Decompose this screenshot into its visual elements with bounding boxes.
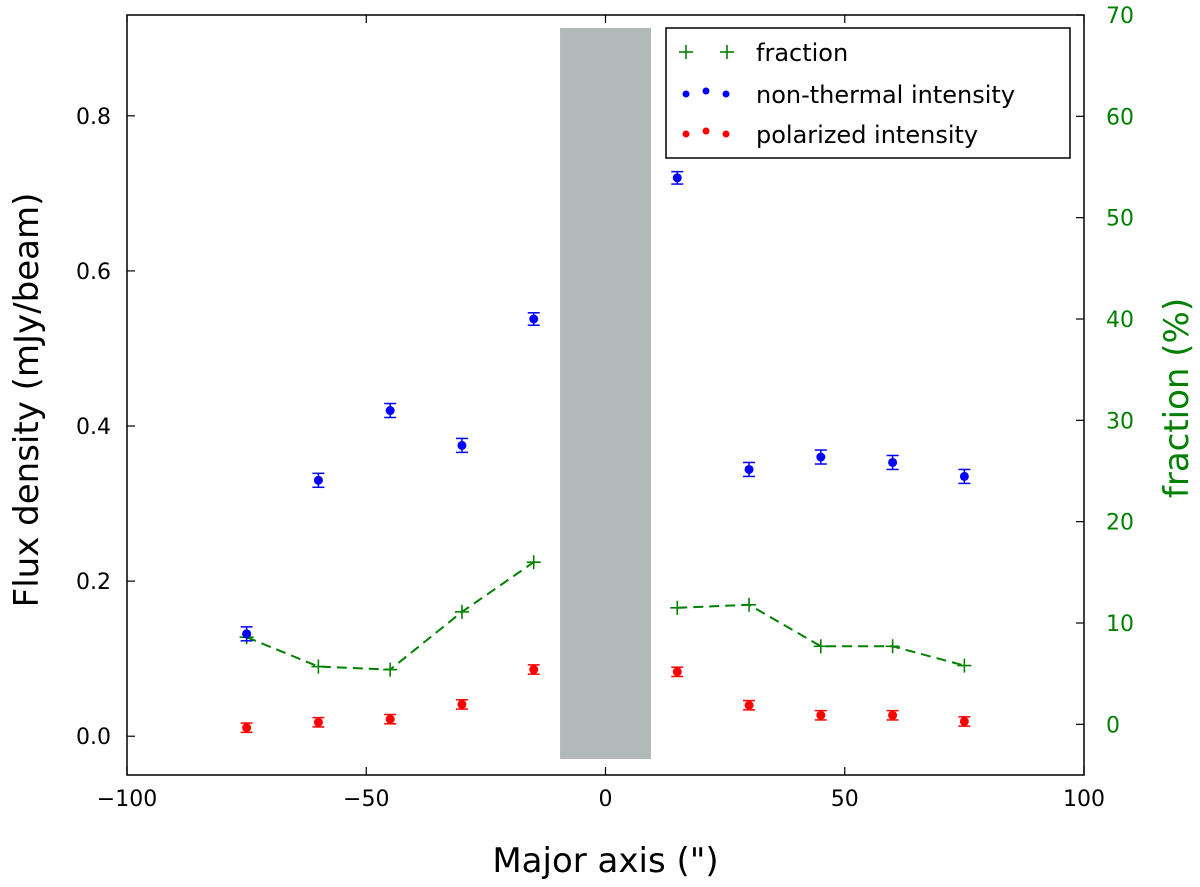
y-right-tick-label: 20 (1106, 511, 1134, 536)
polarized-point (527, 664, 540, 675)
nonthermal-point (240, 626, 253, 642)
x-axis-title: Major axis (") (492, 841, 718, 881)
x-tick-label: 50 (831, 787, 859, 812)
polarized-marker (888, 710, 898, 720)
fraction-point (742, 597, 757, 612)
y-right-axis-title: fraction (%) (1157, 298, 1197, 498)
nonthermal-marker (744, 464, 754, 474)
fraction-point (383, 662, 398, 677)
legend-box (665, 27, 1071, 159)
polarized-marker (313, 717, 323, 727)
nonthermal-marker (457, 440, 467, 450)
y-left-tick-label: 0.6 (76, 260, 111, 285)
y-right-tick-label: 50 (1106, 207, 1134, 232)
legend-label: non-thermal intensity (756, 81, 1015, 109)
legend-fraction-marker (679, 45, 693, 59)
x-tick-label: 0 (599, 787, 613, 812)
nonthermal-point (814, 449, 827, 465)
polarized-point (814, 709, 827, 721)
legend-dot (722, 90, 730, 98)
nonthermal-point (958, 468, 971, 485)
axes-layer: −100 −50 0 50 100 0.0 0.2 0.4 0.6 0.8 0 10 20 30 40 50 6… (7, 4, 1197, 881)
polarized-marker (457, 699, 467, 709)
polarized-marker (816, 710, 826, 720)
y-right-tick-label: 40 (1106, 308, 1134, 333)
polarized-point (455, 699, 468, 710)
polarized-marker (529, 665, 539, 675)
legend-dot (702, 127, 710, 135)
fraction-point (670, 600, 685, 615)
masked-region-layer (560, 28, 651, 759)
fraction-point (454, 604, 469, 619)
polarized-marker (959, 716, 969, 726)
polarized-point (886, 709, 899, 721)
y-left-tick-label: 0.8 (76, 105, 111, 130)
legend-dot (682, 130, 690, 138)
nonthermal-point (886, 454, 899, 471)
nonthermal-point (527, 312, 540, 326)
nonthermal-marker (385, 406, 395, 416)
legend-dot (702, 87, 710, 95)
y-left-axis-title: Flux density (mJy/beam) (7, 193, 47, 608)
nonthermal-marker (242, 629, 252, 639)
y-right-tick-label: 70 (1106, 4, 1134, 29)
fraction-line-left (246, 561, 535, 671)
legend-label: polarized intensity (756, 121, 978, 149)
fraction-point (813, 639, 828, 654)
legend-dot (682, 90, 690, 98)
legend-fraction-marker (720, 45, 734, 59)
y-left-tick-label: 0.4 (76, 415, 111, 440)
polarized-point (958, 716, 971, 727)
nonthermal-point (455, 437, 468, 454)
series-layer (239, 170, 972, 734)
y-left-tick-label: 0.2 (76, 570, 111, 595)
polarized-marker (672, 667, 682, 677)
nonthermal-marker (888, 457, 898, 467)
nonthermal-point (384, 402, 397, 419)
y-left-tick-label: 0.0 (76, 725, 111, 750)
fraction-point (526, 555, 541, 570)
y-right-tick-label: 30 (1106, 409, 1134, 434)
polarized-marker (242, 723, 252, 733)
fraction-point (311, 659, 326, 674)
nonthermal-marker (672, 173, 682, 183)
legend-dot (722, 130, 730, 138)
nonthermal-point (743, 461, 756, 478)
masked-region (560, 28, 651, 759)
nonthermal-point (312, 472, 325, 489)
polarized-point (240, 722, 253, 734)
legend-label: fraction (756, 39, 848, 67)
nonthermal-marker (529, 314, 539, 324)
x-tick-label: 100 (1063, 787, 1105, 812)
nonthermal-marker (959, 471, 969, 481)
polarized-marker (744, 700, 754, 710)
nonthermal-marker (816, 452, 826, 462)
fraction-point (885, 639, 900, 654)
y-right-tick-label: 0 (1106, 713, 1120, 738)
x-tick-label: −50 (343, 787, 389, 812)
polarized-point (312, 716, 325, 728)
fraction-line-right (677, 603, 965, 667)
nonthermal-point (671, 170, 684, 185)
polarized-marker (385, 714, 395, 724)
nonthermal-marker (313, 475, 323, 485)
y-right-tick-label: 60 (1106, 105, 1134, 130)
y-right-tick-label: 10 (1106, 612, 1134, 637)
polarized-point (671, 666, 684, 678)
x-tick-label: −100 (97, 787, 157, 812)
legend: fraction non-thermal intensity polarized i… (665, 27, 1071, 159)
polarized-point (384, 713, 397, 725)
fraction-point (957, 658, 972, 673)
polarized-point (743, 699, 756, 711)
